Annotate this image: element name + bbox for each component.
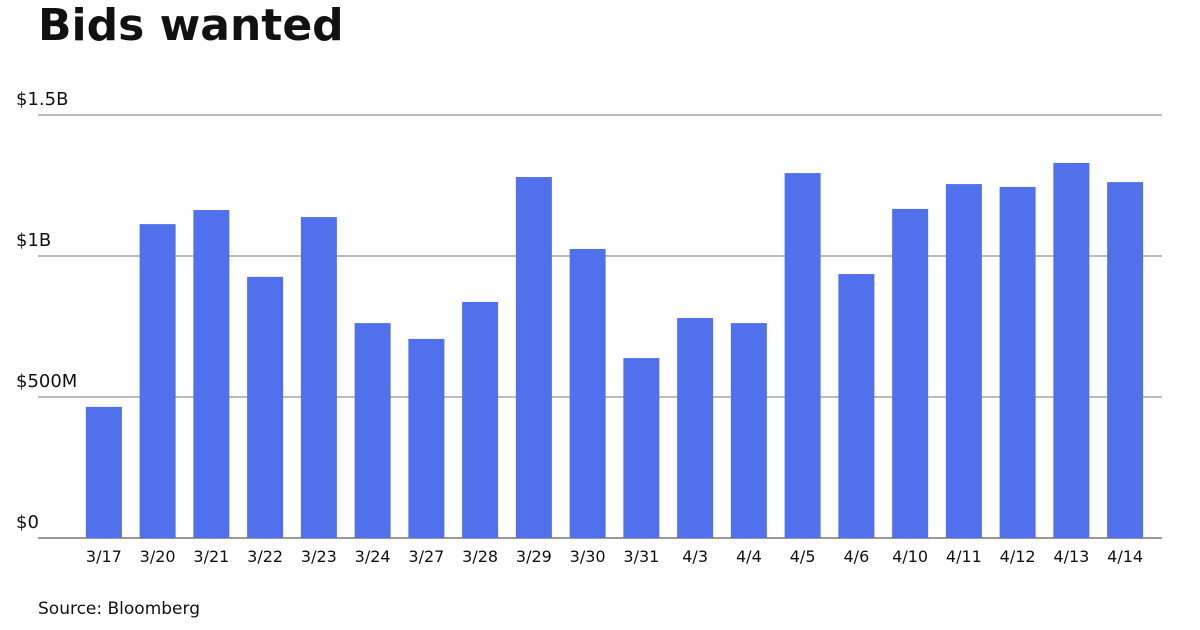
x-tick-label: 3/22: [247, 547, 283, 566]
x-tick-label: 4/6: [844, 547, 870, 566]
y-tick-label: $1.5B: [16, 89, 68, 110]
y-tick-label: $0: [16, 512, 39, 533]
x-tick-label: 4/5: [790, 547, 816, 566]
y-tick-label: $1B: [16, 230, 51, 251]
bar: [999, 186, 1036, 538]
x-tick-label: 4/14: [1107, 547, 1143, 566]
bar: [677, 318, 714, 538]
x-tick-label: 3/31: [623, 547, 659, 566]
bar: [354, 323, 391, 538]
bar: [623, 358, 660, 538]
source-note: Source: Bloomberg: [38, 599, 200, 619]
x-tick-label: 4/10: [892, 547, 928, 566]
bar: [247, 276, 284, 538]
bar: [139, 224, 176, 538]
bar: [85, 406, 122, 538]
x-tick-label: 4/4: [736, 547, 762, 566]
bar: [408, 338, 445, 538]
x-tick-label: 3/23: [301, 547, 337, 566]
x-tick-label: 4/12: [1000, 547, 1036, 566]
y-tick-label: $500M: [16, 371, 77, 392]
bar: [892, 208, 929, 538]
bar: [300, 217, 337, 539]
bar: [730, 323, 767, 538]
bar: [515, 177, 552, 539]
bar: [838, 274, 875, 538]
x-tick-label: 3/24: [355, 547, 391, 566]
x-tick-label: 3/28: [462, 547, 498, 566]
chart-title: Bids wanted: [38, 0, 344, 51]
x-tick-label: 3/21: [193, 547, 229, 566]
bar: [569, 248, 606, 538]
x-tick-label: 4/13: [1053, 547, 1089, 566]
x-tick-label: 3/30: [570, 547, 606, 566]
bar: [1107, 182, 1144, 538]
x-tick-label: 4/3: [682, 547, 708, 566]
x-tick-label: 3/29: [516, 547, 552, 566]
bar: [1053, 162, 1090, 538]
bar: [945, 184, 982, 538]
x-tick-label: 4/11: [946, 547, 982, 566]
bar: [462, 301, 499, 538]
bar: [193, 210, 230, 538]
x-tick-label: 3/17: [86, 547, 122, 566]
bar: [784, 173, 821, 539]
x-tick-label: 3/20: [140, 547, 176, 566]
x-tick-label: 3/27: [408, 547, 444, 566]
